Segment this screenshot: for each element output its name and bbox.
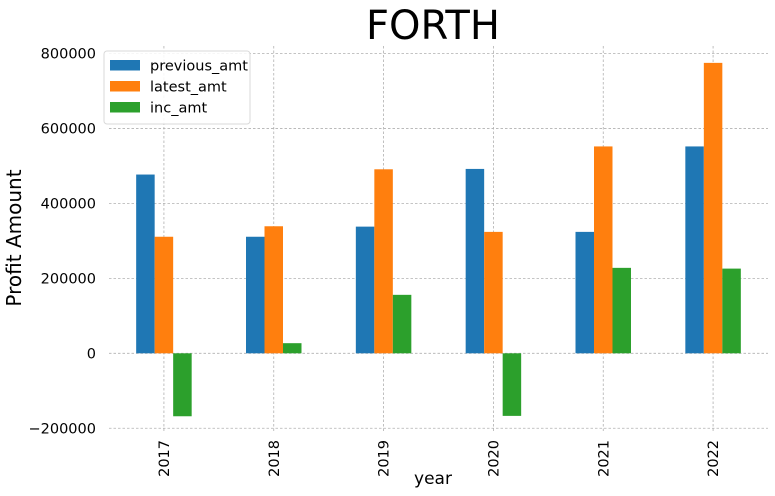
bar-latest_amt-2019 bbox=[374, 169, 393, 354]
legend-swatch-inc_amt bbox=[110, 102, 140, 113]
bar-inc_amt-2017 bbox=[173, 353, 192, 417]
x-tick-labels: 2017 2018 2019 2020 2021 2022 bbox=[157, 440, 722, 477]
bars bbox=[136, 62, 741, 417]
bar-inc_amt-2022 bbox=[722, 268, 741, 354]
y-tick-label: −200000 bbox=[28, 421, 96, 437]
bar-latest_amt-2021 bbox=[594, 146, 613, 354]
legend: previous_amt latest_amt inc_amt bbox=[103, 50, 251, 125]
bar-latest_amt-2017 bbox=[154, 236, 174, 354]
y-axis-label: Profit Amount bbox=[2, 169, 26, 306]
legend-label: latest_amt bbox=[150, 80, 227, 96]
y-tick-label: 800000 bbox=[41, 46, 96, 62]
bar-inc_amt-2019 bbox=[392, 294, 412, 354]
x-tick-label: 2017 bbox=[157, 440, 173, 477]
chart-title: FORTH bbox=[366, 3, 500, 49]
x-axis-label: year bbox=[414, 469, 452, 489]
bar-inc_amt-2018 bbox=[283, 343, 302, 354]
bar-latest_amt-2022 bbox=[703, 62, 723, 354]
bar-latest_amt-2018 bbox=[264, 226, 283, 354]
bar-previous_amt-2020 bbox=[465, 168, 485, 354]
x-tick-label: 2018 bbox=[267, 440, 283, 477]
bar-inc_amt-2020 bbox=[502, 353, 522, 416]
x-tick-label: 2019 bbox=[377, 440, 393, 477]
bar-inc_amt-2021 bbox=[612, 267, 631, 354]
legend-swatch-latest_amt bbox=[110, 81, 140, 92]
x-tick-label: 2020 bbox=[486, 440, 502, 477]
bar-previous_amt-2022 bbox=[685, 146, 704, 354]
bar-previous_amt-2018 bbox=[246, 236, 265, 354]
y-tick-labels: −200000 0 200000 400000 600000 800000 bbox=[28, 46, 96, 437]
legend-items: previous_amt latest_amt inc_amt bbox=[110, 59, 248, 117]
bar-previous_amt-2017 bbox=[136, 174, 155, 354]
bar-latest_amt-2020 bbox=[484, 231, 503, 354]
legend-label: previous_amt bbox=[150, 59, 248, 75]
legend-swatch-previous_amt bbox=[110, 60, 140, 71]
legend-frame bbox=[103, 50, 251, 125]
y-tick-label: 0 bbox=[87, 346, 96, 362]
legend-label: inc_amt bbox=[150, 101, 207, 117]
bar-previous_amt-2021 bbox=[575, 231, 594, 354]
y-tick-label: 600000 bbox=[41, 121, 96, 137]
x-tick-label: 2021 bbox=[596, 440, 612, 477]
y-tick-label: 200000 bbox=[41, 271, 96, 287]
x-tick-label: 2022 bbox=[706, 440, 722, 477]
y-tick-label: 400000 bbox=[41, 196, 96, 212]
bar-previous_amt-2019 bbox=[355, 226, 375, 354]
